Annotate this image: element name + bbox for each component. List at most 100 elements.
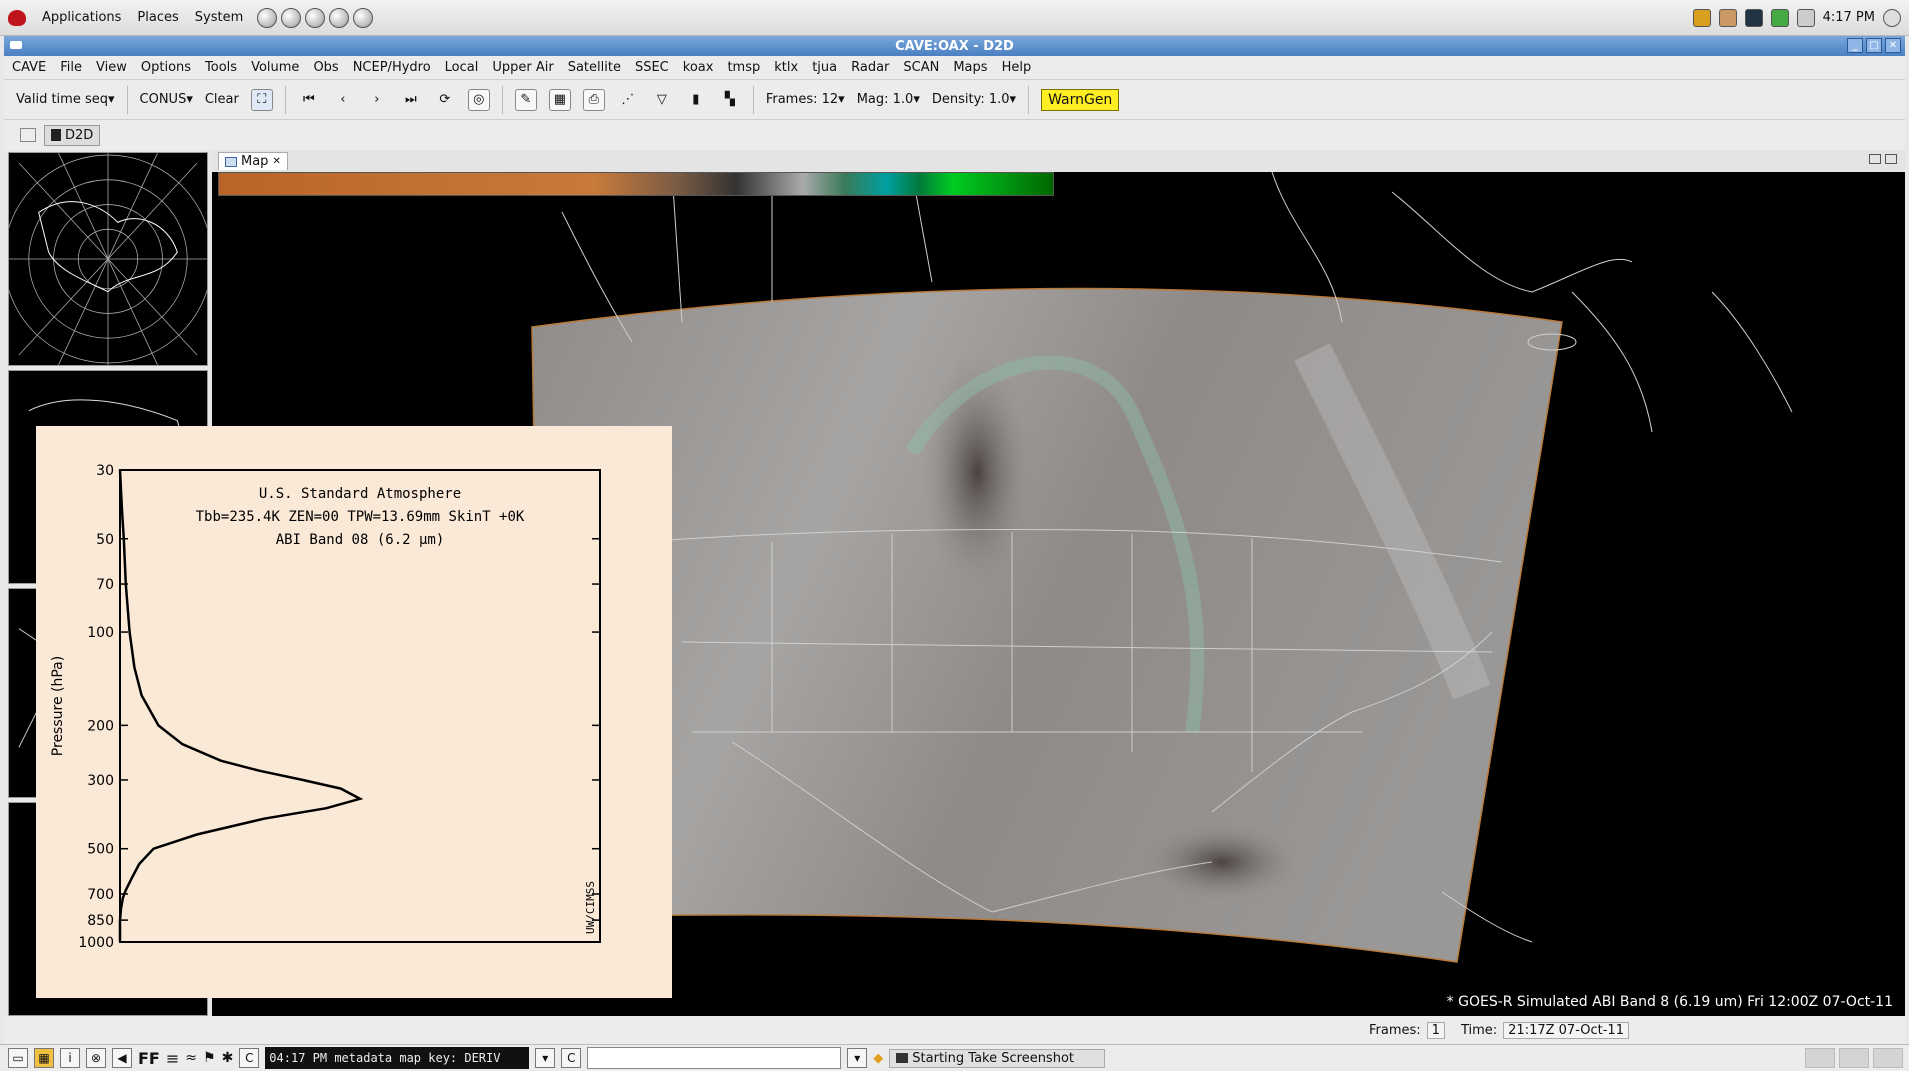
editor-launcher-icon[interactable] xyxy=(329,7,350,28)
baselines-icon[interactable]: ▽ xyxy=(656,92,667,107)
snowflake-icon[interactable]: ✱ xyxy=(221,1050,234,1066)
chart-subtitle: Tbb=235.4K ZEN=00 TPW=13.69mm SkinT +0K xyxy=(196,509,525,525)
close-icon[interactable]: ✕ xyxy=(1885,38,1901,53)
bluetooth-tray-icon[interactable] xyxy=(1744,8,1763,27)
magnification-dropdown[interactable]: Mag: 1.0▾ xyxy=(856,92,920,107)
panel-layout-1-icon[interactable]: ▮ xyxy=(692,92,700,107)
window-title: CAVE:OAX - D2D xyxy=(895,38,1014,54)
scale-tool-icon[interactable]: ▦ xyxy=(34,1048,54,1068)
menu-tools[interactable]: Tools xyxy=(205,60,238,75)
tools-tray-icon[interactable] xyxy=(1692,8,1711,27)
update-tray-icon[interactable] xyxy=(1770,8,1789,27)
menu-maps[interactable]: Maps xyxy=(953,60,988,75)
menu-satellite[interactable]: Satellite xyxy=(567,60,621,75)
maximize-view-icon[interactable] xyxy=(1885,154,1897,164)
show-desktop-icon[interactable]: ▭ xyxy=(8,1048,28,1068)
maximize-icon[interactable]: □ xyxy=(1866,38,1882,53)
window-menu-icon[interactable] xyxy=(10,41,22,49)
previous-frame-icon[interactable]: ‹ xyxy=(340,92,346,107)
network-tray-icon[interactable] xyxy=(1796,8,1815,27)
minimize-icon[interactable]: _ xyxy=(1847,38,1863,53)
y-axis-ticks: 30 50 70 100 200 300 500 700 850 1000 xyxy=(78,463,600,951)
browser-launcher-icon[interactable] xyxy=(257,7,278,28)
taskbar-item-screenshot[interactable]: Starting Take Screenshot xyxy=(889,1048,1106,1068)
menu-scan[interactable]: SCAN xyxy=(903,60,940,75)
chart-title: U.S. Standard Atmosphere xyxy=(259,486,461,502)
menu-volume[interactable]: Volume xyxy=(251,60,300,75)
next-frame-icon[interactable]: › xyxy=(374,92,380,107)
volume-tray-icon[interactable] xyxy=(1883,8,1901,27)
settings-launcher-icon[interactable] xyxy=(305,7,326,28)
zoom-extent-icon[interactable]: ⛶ xyxy=(250,88,273,111)
open-perspective-icon[interactable] xyxy=(20,128,36,142)
points-icon[interactable]: ⋰ xyxy=(621,92,635,107)
clear-console-icon[interactable]: C xyxy=(239,1048,260,1068)
loop-properties-icon[interactable]: ◎ xyxy=(467,88,490,111)
alarm-icon[interactable]: ⊗ xyxy=(86,1048,106,1068)
menu-koax[interactable]: koax xyxy=(682,60,714,75)
loop-icon[interactable]: ⟳ xyxy=(439,92,451,107)
density-dropdown[interactable]: Density: 1.0▾ xyxy=(931,92,1017,107)
console-menu-icon[interactable]: ▾ xyxy=(535,1048,556,1068)
image-properties-icon[interactable]: ✎ xyxy=(514,88,537,111)
list-icon[interactable]: ≡ xyxy=(165,1048,180,1068)
mail-launcher-icon[interactable] xyxy=(281,7,302,28)
minimize-view-icon[interactable] xyxy=(1869,154,1881,164)
ff-indicator[interactable]: FF xyxy=(138,1048,160,1068)
valid-time-seq-dropdown[interactable]: Valid time seq▾ xyxy=(16,92,115,107)
command-menu-icon[interactable]: ▾ xyxy=(847,1048,868,1068)
menu-obs[interactable]: Obs xyxy=(313,60,339,75)
command-clear-icon[interactable]: C xyxy=(561,1048,582,1068)
message-console[interactable]: 04:17 PM metadata map key: DERIV xyxy=(265,1047,530,1069)
tab-map[interactable]: Map ✕ xyxy=(218,152,288,170)
workspace-1[interactable] xyxy=(1805,1048,1835,1068)
frames-dropdown[interactable]: Frames: 12▾ xyxy=(765,92,845,107)
time-label: Time: xyxy=(1460,1023,1498,1038)
system-menu[interactable]: System xyxy=(194,10,244,25)
first-frame-icon[interactable]: ⏮ xyxy=(302,92,315,107)
menu-ktlx[interactable]: ktlx xyxy=(774,60,799,75)
clear-button[interactable]: Clear xyxy=(204,92,239,107)
command-input[interactable] xyxy=(587,1047,842,1069)
menu-ssec[interactable]: SSEC xyxy=(634,60,669,75)
menu-tmsp[interactable]: tmsp xyxy=(727,60,761,75)
toolbar-separator xyxy=(1028,85,1030,114)
menu-upper-air[interactable]: Upper Air xyxy=(492,60,554,75)
toolbar-separator xyxy=(752,85,754,114)
image-combination-icon[interactable]: ▦ xyxy=(548,88,571,111)
places-menu[interactable]: Places xyxy=(137,10,179,25)
chart-band-label: ABI Band 08 (6.2 µm) xyxy=(276,532,445,548)
y-tick-label: 30 xyxy=(96,463,114,479)
network-launcher-icon[interactable] xyxy=(353,7,374,28)
wind-icon[interactable]: ≈ xyxy=(185,1050,197,1066)
menu-bar: CAVE File View Options Tools Volume Obs … xyxy=(4,56,1905,80)
flag-icon[interactable]: ⚑ xyxy=(203,1050,216,1066)
workspace-3[interactable] xyxy=(1873,1048,1903,1068)
close-tab-icon[interactable]: ✕ xyxy=(272,156,281,167)
info-icon[interactable]: i xyxy=(60,1048,80,1068)
clock[interactable]: 4:17 PM xyxy=(1822,10,1875,25)
notes-tray-icon[interactable] xyxy=(1718,8,1737,27)
menu-ncep-hydro[interactable]: NCEP/Hydro xyxy=(352,60,431,75)
panel-layout-4-icon[interactable]: ▚ xyxy=(724,92,735,107)
warngen-button[interactable]: WarnGen xyxy=(1041,88,1120,111)
red-hat-icon[interactable] xyxy=(8,9,26,26)
last-frame-icon[interactable]: ⏭ xyxy=(404,92,417,107)
speaker-icon[interactable]: ◀ xyxy=(112,1048,132,1068)
menu-file[interactable]: File xyxy=(60,60,83,75)
menu-local[interactable]: Local xyxy=(444,60,479,75)
workspace-2[interactable] xyxy=(1839,1048,1869,1068)
menu-view[interactable]: View xyxy=(96,60,127,75)
menu-radar[interactable]: Radar xyxy=(851,60,890,75)
menu-help[interactable]: Help xyxy=(1001,60,1032,75)
print-icon[interactable]: ⎙ xyxy=(582,88,605,111)
perspective-tab-d2d[interactable]: D2D xyxy=(44,124,101,146)
menu-cave[interactable]: CAVE xyxy=(12,60,47,75)
workspace-switcher[interactable] xyxy=(1805,1048,1909,1068)
menu-tjua[interactable]: tjua xyxy=(812,60,838,75)
diamond-icon[interactable]: ◆ xyxy=(873,1050,884,1066)
side-pane-northern-hemisphere[interactable] xyxy=(3,152,213,366)
scale-dropdown[interactable]: CONUS▾ xyxy=(139,92,193,107)
applications-menu[interactable]: Applications xyxy=(42,10,122,25)
menu-options[interactable]: Options xyxy=(140,60,192,75)
